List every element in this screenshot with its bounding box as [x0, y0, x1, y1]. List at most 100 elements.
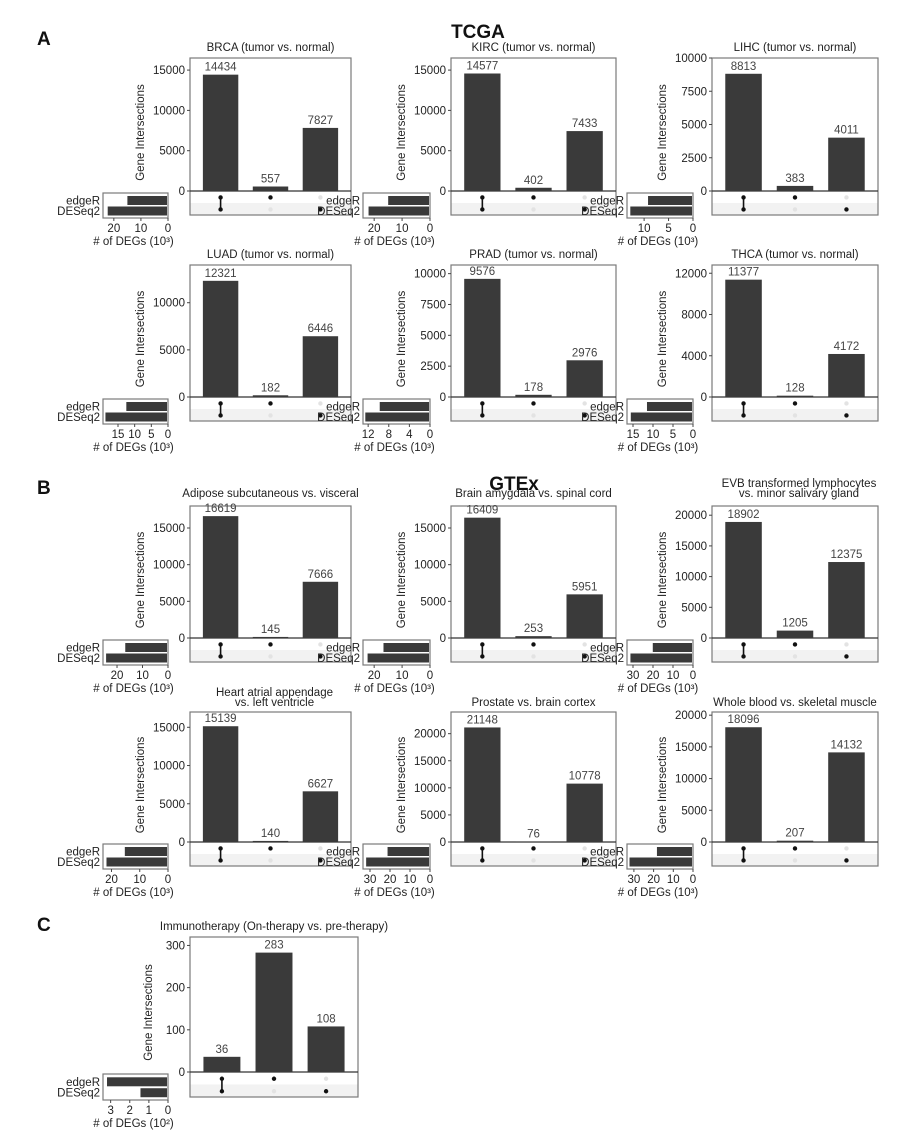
set-x-tick-label: 20	[111, 670, 124, 682]
matrix-dot	[480, 195, 485, 200]
matrix-dot	[268, 858, 273, 863]
set-name-label: edgeR	[66, 643, 100, 655]
y-tick-label: 0	[179, 837, 185, 849]
bar-value-label: 5951	[572, 581, 598, 593]
y-axis-title: Gene Intersections	[135, 290, 147, 387]
y-tick-label: 12000	[675, 268, 707, 280]
set-x-axis-title: # of DEGs (10³)	[93, 236, 174, 248]
set-x-tick-label: 10	[667, 670, 680, 682]
plot-frame	[189, 711, 352, 867]
intersection-bar	[202, 74, 239, 191]
panel-title: LUAD (tumor vs. normal)	[207, 249, 334, 261]
set-x-axis-title: # of DEGs (10³)	[618, 887, 699, 899]
matrix-dot	[844, 654, 849, 659]
panel-title: KIRC (tumor vs. normal)	[472, 42, 596, 54]
matrix-dot	[218, 858, 223, 863]
matrix-dot	[480, 207, 485, 212]
set-name-label: DESeq2	[317, 412, 360, 424]
set-size-bar	[106, 653, 167, 663]
set-x-tick-label: 0	[165, 670, 171, 682]
set-size-bar	[387, 847, 429, 856]
set-x-tick-label: 0	[165, 874, 171, 886]
y-axis-title: Gene Intersections	[143, 964, 155, 1061]
y-tick-label: 10000	[153, 298, 185, 310]
y-tick-label: 20000	[675, 710, 707, 722]
set-size-bar	[648, 196, 692, 205]
y-tick-label: 10000	[153, 761, 185, 773]
set-x-tick-label: 0	[427, 874, 433, 886]
matrix-dot	[318, 846, 323, 851]
set-x-tick-label: 0	[690, 223, 696, 235]
set-x-tick-label: 2	[127, 1105, 133, 1117]
set-name-label: edgeR	[590, 196, 624, 208]
matrix-dot	[741, 858, 746, 863]
set-name-label: DESeq2	[57, 206, 100, 218]
bar-value-label: 14434	[205, 62, 238, 74]
bar-value-label: 16409	[466, 505, 498, 517]
set-size-bar	[140, 1088, 167, 1098]
panel-title: Heart atrial appendage	[216, 687, 333, 699]
set-x-tick-label: 20	[105, 874, 118, 886]
bar-value-label: 253	[524, 623, 543, 635]
intersection-bar	[252, 395, 289, 397]
y-axis-title: Gene Intersections	[135, 736, 147, 833]
set-size-bar	[126, 402, 167, 411]
bar-value-label: 12321	[205, 268, 237, 280]
set-name-label: DESeq2	[317, 206, 360, 218]
y-tick-label: 2500	[681, 153, 707, 165]
y-tick-label: 7500	[681, 86, 707, 98]
upset-panel: LIHC (tumor vs. normal) 0 2500 5000 7500 1000…	[581, 42, 879, 248]
set-name-label: DESeq2	[581, 653, 624, 665]
set-x-axis-title: # of DEGs (10³)	[354, 887, 435, 899]
set-name-label: DESeq2	[581, 206, 624, 218]
panel-title: Whole blood vs. skeletal muscle	[713, 697, 877, 709]
intersection-bar	[776, 630, 814, 638]
y-tick-label: 10000	[675, 774, 707, 786]
y-tick-label: 0	[179, 633, 185, 645]
matrix-dot	[318, 401, 323, 406]
panel-title: PRAD (tumor vs. normal)	[469, 249, 598, 261]
section-letter-b: B	[37, 478, 51, 499]
y-tick-label: 20000	[414, 729, 446, 741]
matrix-dot	[318, 207, 323, 212]
y-tick-label: 5000	[159, 799, 185, 811]
matrix-dot	[219, 1089, 225, 1094]
plot-frame	[711, 264, 879, 422]
plot-frame	[450, 264, 617, 422]
section-letter-a: A	[37, 29, 51, 50]
set-name-label: edgeR	[66, 402, 100, 414]
set-size-bar	[383, 643, 429, 652]
y-tick-label: 10000	[414, 783, 446, 795]
y-tick-label: 15000	[414, 65, 446, 77]
set-name-label: edgeR	[590, 847, 624, 859]
set-x-axis-title: # of DEGs (10³)	[618, 442, 699, 454]
intersection-bar	[252, 186, 289, 191]
set-size-bar	[127, 196, 167, 205]
y-tick-label: 15000	[675, 742, 707, 754]
upset-panel: Adipose subcutaneous vs. visceral 0 5000 10…	[57, 488, 359, 695]
intersection-bar	[515, 636, 552, 638]
set-x-tick-label: 20	[368, 223, 381, 235]
bar-value-label: 140	[261, 828, 280, 840]
matrix-dot	[844, 846, 849, 851]
set-x-tick-label: 20	[647, 874, 660, 886]
matrix-dot	[218, 642, 223, 647]
panel-title: Immunotherapy (On-therapy vs. pre-therap…	[160, 921, 388, 933]
y-tick-label: 4000	[681, 351, 707, 363]
bar-value-label: 207	[785, 828, 804, 840]
set-x-tick-label: 10	[128, 429, 141, 441]
panel-title: LIHC (tumor vs. normal)	[734, 42, 857, 54]
section-title-gtex: GTEx	[489, 474, 539, 495]
matrix-dot	[268, 401, 273, 406]
set-x-axis-title: # of DEGs (10³)	[93, 442, 174, 454]
intersection-bar	[776, 395, 814, 397]
y-tick-label: 0	[440, 633, 446, 645]
matrix-dot	[792, 401, 798, 406]
matrix-dot	[792, 654, 798, 659]
bar-value-label: 7433	[572, 118, 598, 130]
set-size-bar	[125, 643, 167, 652]
set-x-tick-label: 20	[107, 223, 120, 235]
y-tick-label: 15000	[153, 722, 185, 734]
matrix-dot	[582, 642, 587, 647]
